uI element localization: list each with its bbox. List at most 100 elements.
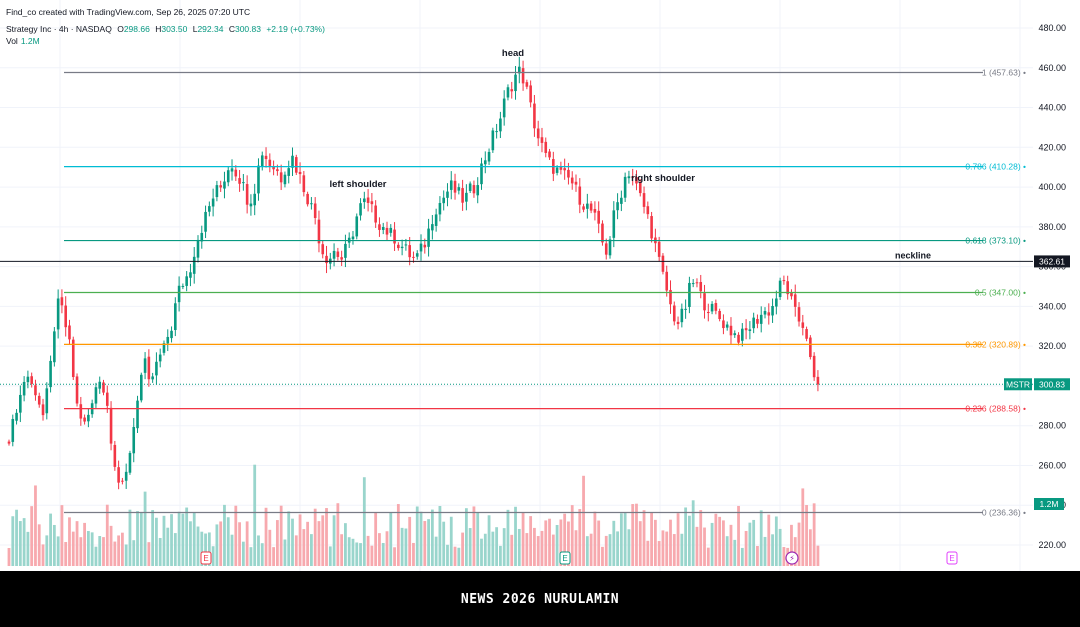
- price-axis-tick: 480.00: [1038, 23, 1066, 33]
- volume-label[interactable]: Vol: [6, 36, 18, 46]
- volume-bar: [396, 504, 400, 566]
- candle-body: [487, 151, 491, 162]
- volume-bar: [313, 508, 317, 566]
- candle-body: [45, 388, 49, 414]
- symbol-name[interactable]: Strategy Inc · 4h · NASDAQ: [6, 24, 112, 34]
- candle-body: [415, 253, 419, 257]
- last-price-badge: [1034, 378, 1070, 391]
- candle-body: [355, 216, 359, 237]
- volume-bar: [767, 514, 771, 566]
- chart-credit: Find_co created with TradingView.com, Se…: [6, 7, 251, 17]
- volume-bar: [306, 521, 310, 566]
- candle-body: [53, 331, 56, 363]
- candle-body: [737, 334, 740, 343]
- volume-bar: [525, 533, 529, 566]
- volume-bar: [453, 546, 457, 566]
- candle-body: [604, 243, 608, 255]
- candle-body: [506, 87, 510, 98]
- volume-bar: [514, 506, 517, 566]
- candle-body: [529, 85, 532, 103]
- volume-bar: [533, 527, 536, 566]
- volume-value: 1.2M: [20, 36, 40, 46]
- volume-bar: [446, 544, 449, 566]
- candle-body: [627, 176, 631, 179]
- candle-body: [211, 198, 215, 207]
- volume-bar: [544, 520, 548, 566]
- ticker-badge: [1004, 378, 1032, 391]
- volume-bar: [79, 537, 83, 566]
- candle-body: [41, 404, 45, 416]
- price-axis-tick: 440.00: [1038, 103, 1066, 113]
- candle-body: [200, 232, 204, 242]
- volume-bar: [669, 519, 672, 566]
- candle-body: [593, 209, 597, 213]
- candle-body: [525, 82, 529, 87]
- volume-bar: [816, 545, 820, 566]
- pattern-label: left shoulder: [329, 179, 386, 190]
- candle-body: [177, 285, 181, 303]
- candle-body: [438, 202, 442, 215]
- volume-bar: [672, 534, 676, 566]
- candle-body: [151, 376, 154, 380]
- volume-badge-label: 1.2M: [1040, 499, 1059, 509]
- volume-bar: [752, 519, 756, 566]
- volume-bar: [177, 511, 181, 566]
- candle-body: [344, 243, 347, 258]
- volume-bar: [102, 537, 105, 566]
- price-chart[interactable]: 1 (457.63) • 0.786 (410.28) • 0.618 (373.1…: [0, 0, 1080, 571]
- high-label: H: [155, 24, 162, 34]
- candle-body: [752, 317, 755, 329]
- candle-body: [446, 191, 449, 198]
- candle-body: [158, 354, 162, 362]
- volume-bar: [790, 524, 793, 566]
- volume-bar: [325, 508, 328, 566]
- volume-bar: [260, 543, 264, 566]
- volume-bar: [52, 524, 56, 566]
- volume-bar: [45, 535, 49, 566]
- candle-body: [393, 229, 396, 244]
- candle-body: [49, 360, 52, 388]
- candle-body: [483, 160, 487, 165]
- high-value: 303.50: [161, 24, 188, 34]
- candle-body: [294, 157, 298, 173]
- volume-bar: [661, 530, 665, 566]
- volume-bar: [359, 543, 362, 566]
- candle-body: [79, 404, 83, 419]
- price-axis-tick: 260.00: [1038, 460, 1066, 470]
- candle-body: [631, 176, 634, 178]
- volume-bar: [355, 542, 359, 566]
- volume-bar: [381, 542, 385, 566]
- candle-body: [756, 318, 759, 324]
- candle-body: [132, 426, 136, 454]
- open-value: 298.66: [123, 24, 150, 34]
- volume-bar: [268, 529, 272, 566]
- candle-body: [555, 167, 559, 173]
- fib-label: 0.236 (288.58) •: [965, 404, 1026, 414]
- earnings-event-label: E: [949, 554, 954, 563]
- volume-bar: [385, 531, 389, 566]
- candle-body: [510, 89, 514, 92]
- price-axis: [1033, 0, 1080, 571]
- candle-body: [623, 176, 627, 198]
- candle-body: [703, 293, 706, 311]
- candle-body: [189, 272, 192, 278]
- candle-body: [718, 310, 721, 320]
- candle-body: [166, 336, 170, 344]
- candle-body: [325, 255, 328, 264]
- volume-bar: [26, 531, 30, 566]
- volume-bar: [90, 532, 94, 566]
- fib-label: 0.618 (373.10) •: [965, 236, 1026, 246]
- candle-body: [264, 155, 268, 160]
- volume-bar: [158, 537, 162, 566]
- candle-body: [155, 361, 158, 376]
- candle-body: [359, 203, 362, 216]
- volume-bar: [740, 547, 744, 566]
- volume-bar: [442, 521, 446, 566]
- volume-bar: [688, 515, 691, 566]
- earnings-event-icon: [559, 551, 571, 565]
- candle-body: [60, 297, 64, 306]
- candle-body: [638, 182, 642, 194]
- candle-body: [570, 177, 574, 184]
- candle-body: [620, 197, 623, 204]
- volume-bar: [30, 506, 34, 566]
